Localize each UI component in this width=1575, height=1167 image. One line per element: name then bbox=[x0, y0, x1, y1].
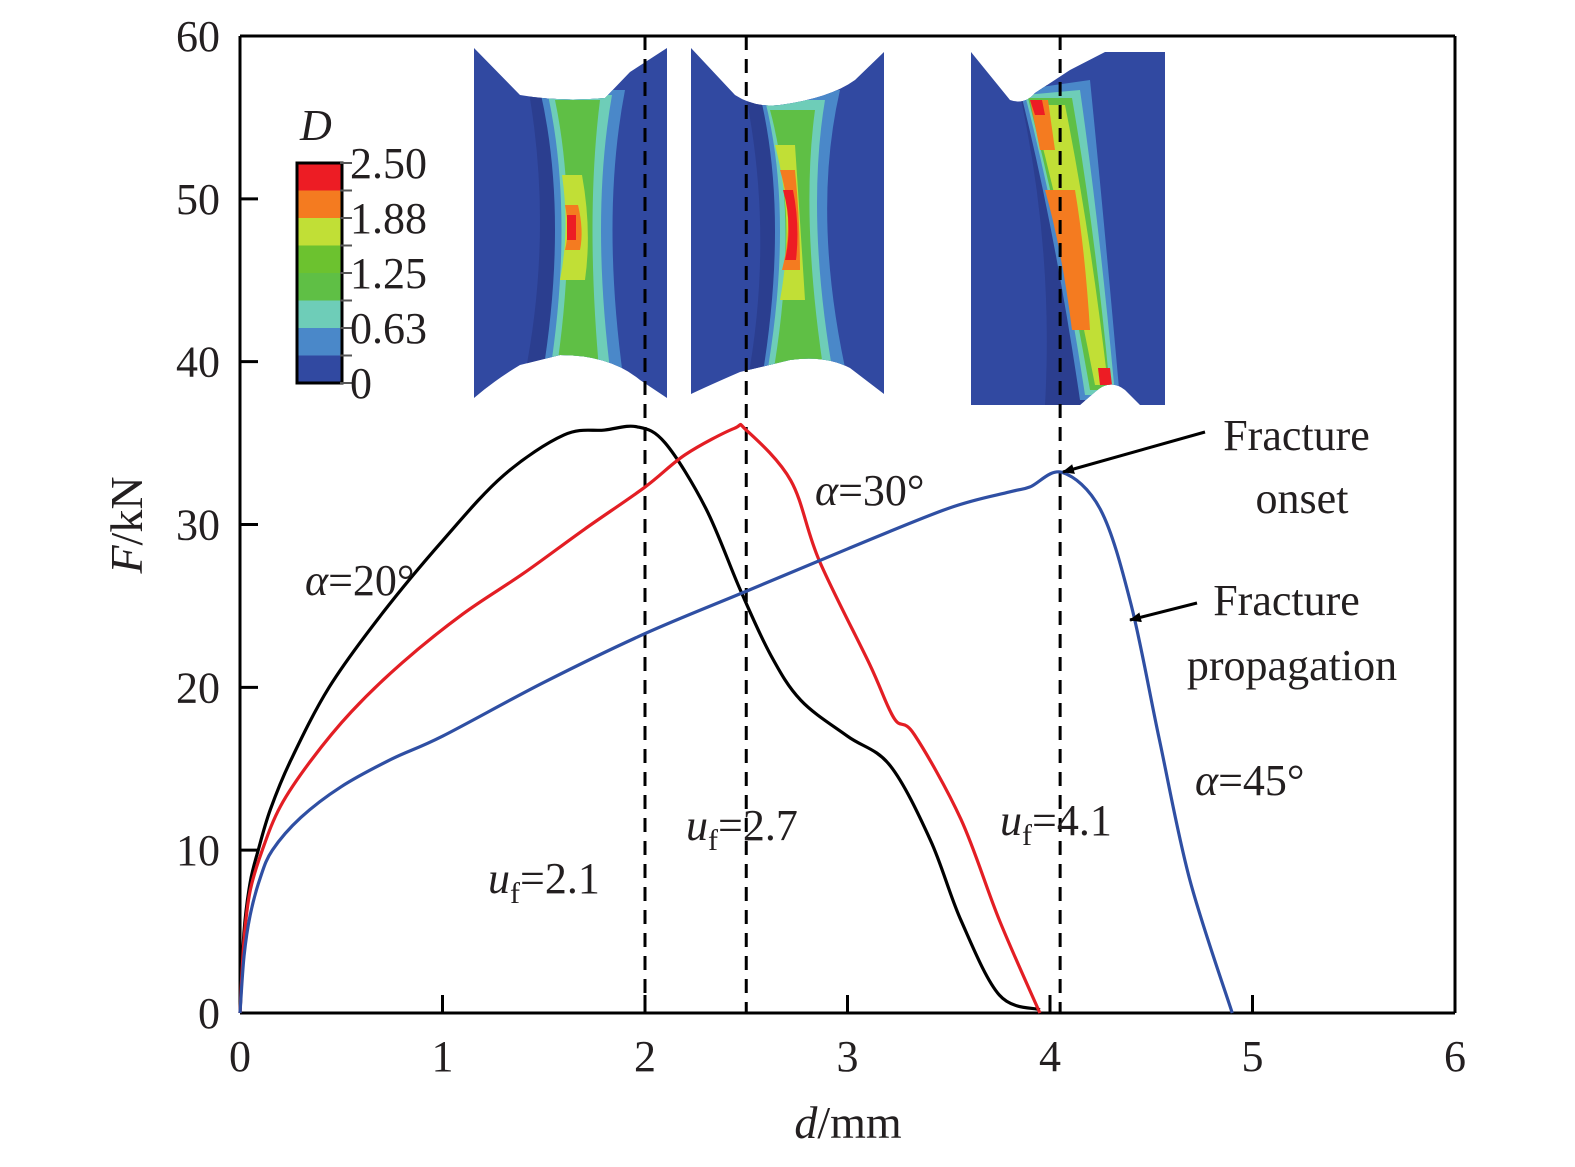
uf-label-2-7: uf=2.7 bbox=[686, 801, 798, 857]
colorbar-tick-label: 1.88 bbox=[350, 194, 427, 243]
x-tick-label: 2 bbox=[634, 1032, 656, 1081]
annotation-alpha20: α=20° bbox=[305, 556, 415, 605]
fracture-onset-label: Fracture onset bbox=[1223, 411, 1381, 523]
damage-colorbar: 2.50 1.88 1.25 0.63 0 bbox=[295, 139, 427, 408]
series-group bbox=[238, 422, 1234, 1014]
uf-label-2-1: uf=2.1 bbox=[488, 854, 600, 910]
series-line-alpha20 bbox=[238, 424, 1041, 1014]
fracture-propagation-label: Fracture propagation bbox=[1187, 576, 1397, 690]
x-tick-label: 3 bbox=[837, 1032, 859, 1081]
colorbar-band bbox=[297, 190, 342, 219]
inset-contour-alpha20 bbox=[474, 48, 667, 398]
series-line-alpha30 bbox=[238, 422, 1042, 1014]
uf-label-4-1: uf=4.1 bbox=[1000, 796, 1112, 852]
inset-contour-alpha30 bbox=[691, 48, 884, 394]
colorbar-band bbox=[297, 245, 342, 274]
colorbar-band bbox=[297, 355, 342, 384]
fracture-propagation-arrow bbox=[1129, 601, 1198, 623]
colorbar-band bbox=[297, 328, 342, 356]
colorbar-band bbox=[297, 163, 342, 191]
series-line-alpha45 bbox=[238, 470, 1234, 1014]
x-tick-label: 1 bbox=[432, 1032, 454, 1081]
y-tick-label: 20 bbox=[176, 663, 220, 712]
y-tick-label: 30 bbox=[176, 501, 220, 550]
colorbar-band bbox=[297, 300, 342, 329]
y-tick-label: 40 bbox=[176, 338, 220, 387]
colorbar-band bbox=[297, 218, 342, 246]
colorbar-title: D bbox=[299, 101, 332, 150]
reference-lines bbox=[643, 36, 1062, 1013]
colorbar-tick-label: 0.63 bbox=[350, 304, 427, 353]
x-tick-label: 5 bbox=[1242, 1032, 1264, 1081]
x-tick-label: 6 bbox=[1444, 1032, 1466, 1081]
y-tick-label: 10 bbox=[176, 826, 220, 875]
fracture-onset-arrow bbox=[1062, 430, 1206, 474]
y-tick-label: 0 bbox=[198, 989, 220, 1038]
x-tick-label: 4 bbox=[1039, 1032, 1061, 1081]
colorbar-tick-label: 0 bbox=[350, 359, 372, 408]
y-tick-label: 60 bbox=[176, 12, 220, 61]
x-tick-label: 0 bbox=[229, 1032, 251, 1081]
inset-contour-alpha45 bbox=[971, 52, 1165, 405]
x-axis-title: d/mm bbox=[794, 1097, 902, 1148]
y-axis-title: F/kN bbox=[101, 476, 152, 574]
y-tick-label: 50 bbox=[176, 175, 220, 224]
colorbar-band bbox=[297, 273, 342, 301]
annotation-alpha45: α=45° bbox=[1195, 756, 1305, 805]
colorbar-tick-label: 2.50 bbox=[350, 139, 427, 188]
annotation-alpha30: α=30° bbox=[815, 466, 925, 515]
colorbar-tick-label: 1.25 bbox=[350, 249, 427, 298]
